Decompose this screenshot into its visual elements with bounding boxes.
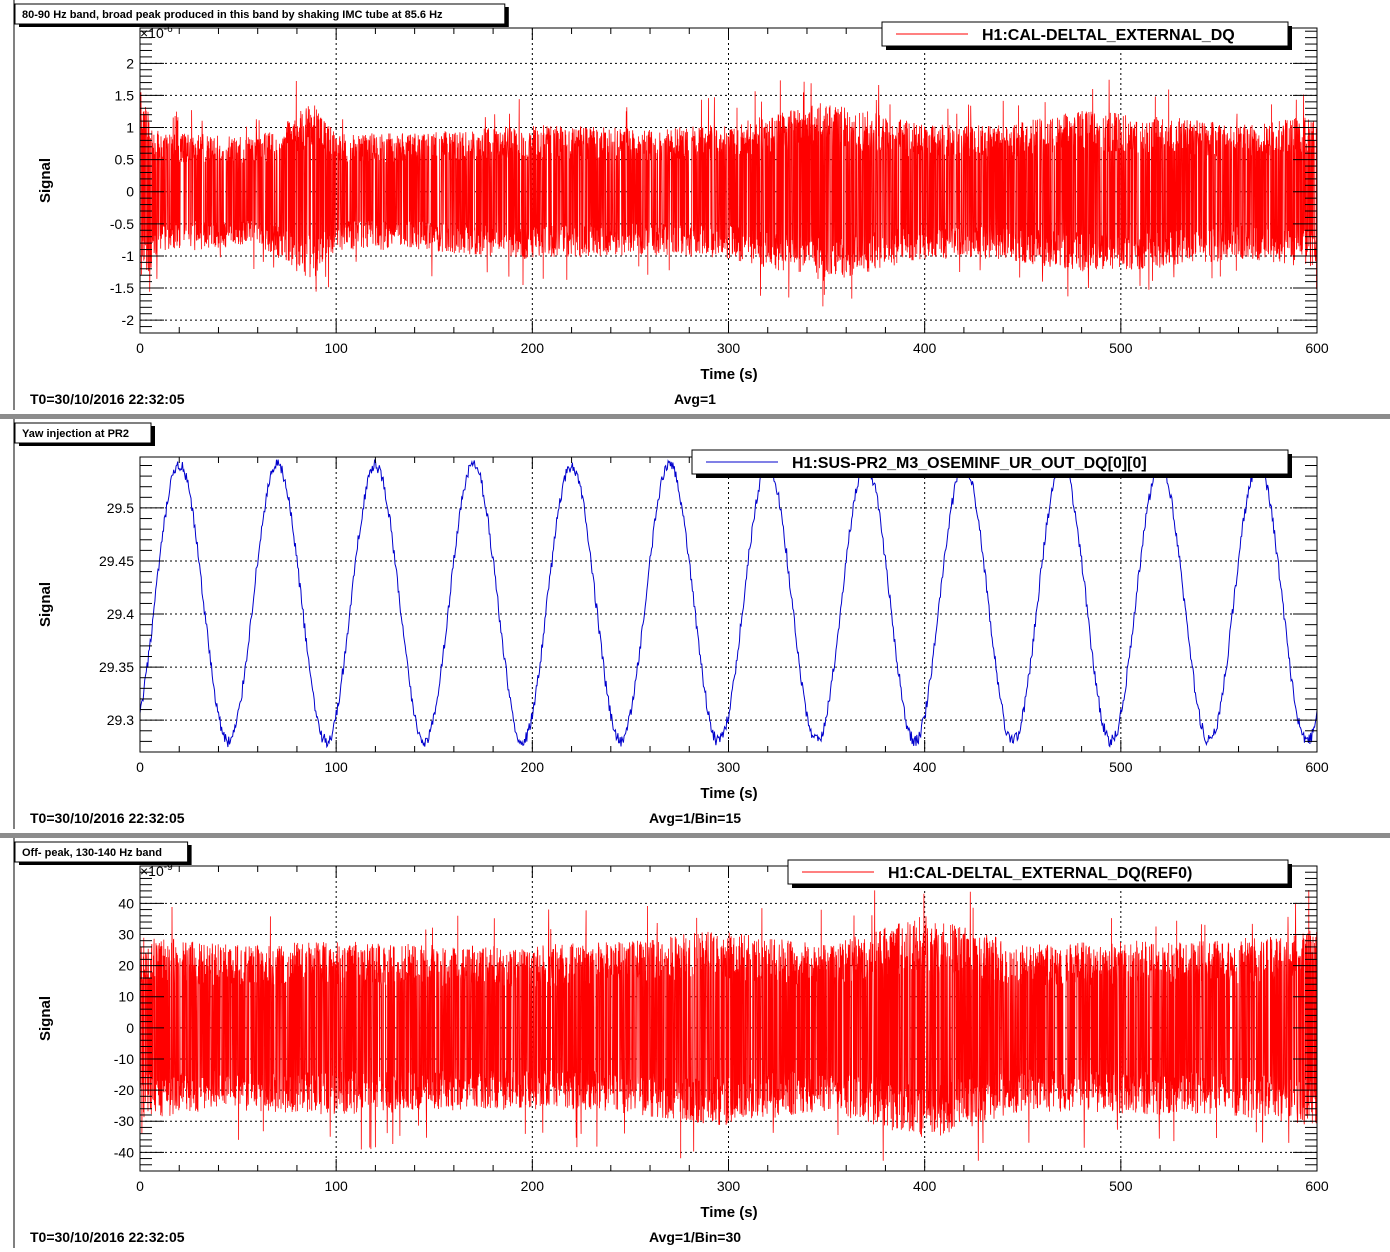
x-tick-label: 500 — [1109, 340, 1133, 356]
footer-t0: T0=30/10/2016 22:32:05 — [30, 391, 185, 407]
panel-separator-2 — [0, 833, 1390, 838]
chart-title: Yaw injection at PR2 — [22, 428, 129, 440]
y-tick-label: -2 — [122, 312, 135, 328]
y-tick-label: 20 — [118, 958, 134, 974]
legend-box — [691, 449, 1289, 475]
x-tick-label: 500 — [1109, 759, 1133, 775]
y-axis-label: Signal — [37, 158, 54, 203]
x-axis-label: Time (s) — [700, 1204, 757, 1221]
x-tick-label: 600 — [1305, 759, 1329, 775]
y-tick-label: 29.35 — [99, 659, 134, 675]
y-axis-power: -6 — [164, 24, 173, 35]
x-tick-label: 100 — [324, 1178, 348, 1194]
x-tick-label: 0 — [136, 759, 144, 775]
y-tick-label: 29.5 — [107, 500, 134, 516]
title-box — [14, 422, 152, 444]
title-box — [14, 3, 506, 25]
footer-avg: Avg=1/Bin=30 — [649, 1229, 741, 1245]
footer-avg: Avg=1/Bin=15 — [649, 810, 741, 826]
y-axis: -2 -1.5 -1 -0.5 0 0.5 1 1.5 2 Signal — [37, 30, 1317, 334]
y-axis-multiplier: ×10 — [140, 863, 164, 879]
y-axis: 29.3 29.35 29.4 29.45 29.5 Signal — [37, 464, 1317, 753]
y-tick-label: 0 — [126, 1020, 134, 1036]
y-tick-label: 1.5 — [115, 87, 135, 103]
y-axis-exponent: ×10-9 — [140, 862, 173, 879]
y-tick-label: -40 — [114, 1144, 134, 1160]
plot-panel-2: 0 100 200 300 400 500 600 Time (s) 29.3 29.35 29.4… — [0, 419, 1390, 833]
chart-1: 0 100 200 300 400 500 600 Time (s) -2 -1.5 -1 -0.5 0… — [13, 0, 1329, 410]
legend-label: H1:CAL-DELTAL_EXTERNAL_DQ — [982, 27, 1235, 44]
title-box — [14, 841, 189, 863]
y-axis-label: Signal — [37, 582, 54, 627]
footer-t0: T0=30/10/2016 22:32:05 — [30, 810, 185, 826]
y-tick-label: 0.5 — [115, 152, 135, 168]
x-tick-label: 600 — [1305, 340, 1329, 356]
x-tick-label: 100 — [324, 340, 348, 356]
y-tick-label: 29.4 — [107, 606, 134, 622]
x-tick-label: 100 — [324, 759, 348, 775]
series-line-1 — [139, 889, 1318, 1161]
y-tick-label: 29.45 — [99, 553, 134, 569]
x-tick-label: 200 — [521, 340, 545, 356]
x-tick-label: 300 — [717, 340, 741, 356]
x-tick-label: 300 — [717, 1178, 741, 1194]
y-axis: -40 -30 -20 -10 0 10 20 30 40 Signal — [37, 865, 1317, 1172]
y-axis-exponent: ×10-6 — [140, 24, 173, 41]
chart-title: 80-90 Hz band, broad peak produced in th… — [22, 9, 443, 21]
y-tick-label: 1 — [126, 120, 134, 136]
legend-label: H1:CAL-DELTAL_EXTERNAL_DQ(REF0) — [888, 865, 1192, 882]
x-tick-label: 600 — [1305, 1178, 1329, 1194]
y-tick-label: 30 — [118, 926, 134, 942]
y-tick-label: 2 — [126, 55, 134, 71]
y-tick-label: 40 — [118, 895, 134, 911]
y-tick-label: 29.3 — [107, 712, 134, 728]
grid-lines — [140, 457, 1317, 752]
x-axis-label: Time (s) — [700, 366, 757, 383]
chart-title: Off- peak, 130-140 Hz band — [22, 847, 162, 859]
x-tick-label: 400 — [913, 759, 937, 775]
legend-box — [787, 859, 1289, 885]
y-tick-label: -20 — [114, 1082, 134, 1098]
x-tick-label: 400 — [913, 1178, 937, 1194]
y-tick-label: -0.5 — [110, 216, 134, 232]
x-axis-label: Time (s) — [700, 785, 757, 802]
y-tick-label: -30 — [114, 1113, 134, 1129]
y-tick-label: -1 — [122, 248, 135, 264]
y-tick-label: 0 — [126, 184, 134, 200]
x-tick-label: 200 — [521, 759, 545, 775]
y-tick-label: -1.5 — [110, 280, 134, 296]
x-tick-label: 400 — [913, 340, 937, 356]
footer-t0: T0=30/10/2016 22:32:05 — [30, 1229, 185, 1245]
x-tick-label: 500 — [1109, 1178, 1133, 1194]
x-tick-label: 200 — [521, 1178, 545, 1194]
plot-panel-1: 0 100 200 300 400 500 600 Time (s) -2 -1.5 -1 -0.5 0… — [0, 0, 1390, 414]
plot-panel-3: 0 100 200 300 400 500 600 Time (s) -40 -30 -20 -10 0… — [0, 838, 1390, 1252]
x-axis: 0 100 200 300 400 500 600 Time (s) — [136, 866, 1329, 1221]
legend-label: H1:SUS-PR2_M3_OSEMINF_UR_OUT_DQ[0][0] — [792, 455, 1147, 472]
y-axis-multiplier: ×10 — [140, 25, 164, 41]
series-line-1 — [139, 79, 1318, 307]
footer-avg: Avg=1 — [674, 391, 716, 407]
x-tick-label: 0 — [136, 1178, 144, 1194]
chart-2: 0 100 200 300 400 500 600 Time (s) 29.3 29.35 29.4… — [13, 419, 1329, 829]
panel-separator-1 — [0, 414, 1390, 419]
y-axis-power: -9 — [164, 862, 173, 873]
y-tick-label: -10 — [114, 1051, 134, 1067]
series-line-1 — [139, 459, 1318, 749]
y-axis-label: Signal — [37, 996, 54, 1041]
y-tick-label: 10 — [118, 989, 134, 1005]
x-tick-label: 0 — [136, 340, 144, 356]
x-tick-label: 300 — [717, 759, 741, 775]
